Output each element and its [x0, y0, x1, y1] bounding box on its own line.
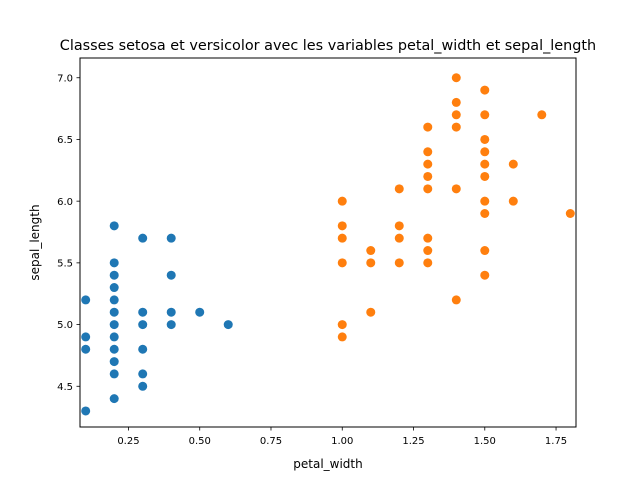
scatter-point — [109, 270, 119, 280]
scatter-point — [81, 344, 91, 354]
x-tick-label: 1.75 — [545, 436, 567, 447]
scatter-point — [451, 110, 461, 120]
scatter-point — [423, 246, 433, 256]
x-tick-label: 0.75 — [260, 436, 282, 447]
scatter-point — [195, 307, 205, 317]
scatter-point — [81, 295, 91, 305]
scatter-point — [337, 196, 347, 206]
y-tick-label: 6.5 — [57, 135, 73, 146]
plot-area — [81, 73, 575, 416]
scatter-point — [423, 159, 433, 169]
scatter-point — [394, 233, 404, 243]
scatter-point — [109, 320, 119, 330]
scatter-point — [109, 332, 119, 342]
scatter-point — [337, 258, 347, 268]
scatter-point — [109, 258, 119, 268]
scatter-point — [423, 171, 433, 181]
scatter-point — [337, 332, 347, 342]
y-tick-label: 5.5 — [57, 258, 73, 269]
scatter-point — [138, 307, 148, 317]
scatter-point — [166, 307, 176, 317]
y-axis-label: sepal_length — [28, 204, 42, 280]
scatter-point — [109, 357, 119, 367]
x-tick-label: 1.00 — [331, 436, 353, 447]
scatter-point — [109, 369, 119, 379]
scatter-point — [81, 332, 91, 342]
scatter-point — [166, 320, 176, 330]
scatter-point — [480, 159, 490, 169]
scatter-point — [423, 184, 433, 194]
y-tick-label: 5.0 — [57, 320, 73, 331]
scatter-point — [423, 147, 433, 157]
scatter-point — [394, 258, 404, 268]
scatter-point — [109, 344, 119, 354]
scatter-point — [451, 122, 461, 132]
scatter-point — [480, 134, 490, 144]
scatter-point — [138, 381, 148, 391]
y-tick-label: 4.5 — [57, 382, 73, 393]
x-axis: 0.25 0.50 0.75 1.00 1.25 1.50 1.75 — [117, 427, 567, 447]
scatter-point — [366, 246, 376, 256]
scatter-point — [480, 196, 490, 206]
scatter-point — [480, 110, 490, 120]
scatter-point — [366, 307, 376, 317]
scatter-point — [138, 344, 148, 354]
scatter-point — [451, 184, 461, 194]
y-tick-label: 6.0 — [57, 197, 73, 208]
scatter-point — [480, 246, 490, 256]
scatter-point — [480, 209, 490, 218]
scatter-point — [109, 307, 119, 317]
x-tick-label: 1.25 — [402, 436, 424, 447]
x-tick-label: 1.50 — [474, 436, 496, 447]
scatter-point — [109, 283, 119, 293]
axes-frame — [79, 57, 577, 428]
scatter-point — [337, 221, 347, 231]
scatter-point — [423, 233, 433, 243]
scatter-point — [109, 394, 119, 404]
x-axis-label: petal_width — [293, 457, 362, 471]
scatter-point — [480, 147, 490, 157]
scatter-point — [223, 320, 233, 330]
scatter-point — [565, 209, 575, 218]
scatter-point — [81, 406, 91, 416]
scatter-point — [109, 295, 119, 305]
scatter-point — [394, 221, 404, 231]
scatter-point — [451, 295, 461, 305]
chart-title: Classes setosa et versicolor avec les va… — [60, 38, 596, 54]
scatter-point — [508, 196, 518, 206]
scatter-point — [166, 270, 176, 280]
x-tick-label: 0.50 — [189, 436, 211, 447]
scatter-point — [480, 171, 490, 181]
scatter-point — [451, 73, 461, 83]
scatter-point — [366, 258, 376, 268]
x-tick-label: 0.25 — [117, 436, 139, 447]
y-axis: 4.5 5.0 5.5 6.0 6.5 7.0 — [57, 73, 80, 393]
y-tick-label: 7.0 — [57, 73, 73, 84]
scatter-point — [138, 320, 148, 330]
scatter-point — [394, 184, 404, 194]
scatter-point — [109, 221, 119, 231]
scatter-point — [480, 85, 490, 95]
scatter-point — [138, 369, 148, 379]
scatter-point — [537, 110, 547, 120]
scatter-point — [508, 159, 518, 169]
scatter-point — [451, 97, 461, 107]
scatter-point — [423, 258, 433, 268]
scatter-point — [423, 122, 433, 132]
scatter-point — [166, 233, 176, 243]
scatter-point — [337, 320, 347, 330]
scatter-point — [480, 270, 490, 280]
scatter-point — [138, 233, 148, 243]
scatter-point — [337, 233, 347, 243]
